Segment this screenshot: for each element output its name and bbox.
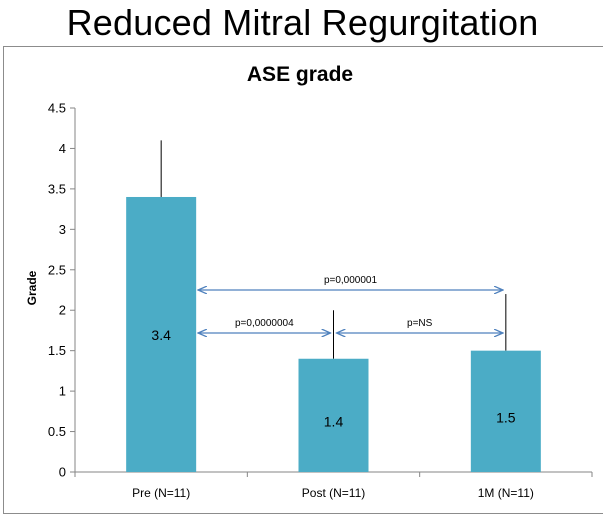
error-bars (160, 140, 507, 359)
p-value-label: p=0,0000004 (235, 318, 294, 329)
bar (126, 196, 197, 472)
y-tick-label: 2 (59, 303, 66, 318)
y-tick-label: 3 (59, 222, 66, 237)
y-tick-label: 2.5 (48, 262, 66, 277)
bar (470, 350, 541, 472)
p-value-label: p=NS (407, 318, 433, 329)
x-tick-label: Post (N=11) (302, 486, 365, 500)
p-value-label: p=0,000001 (324, 275, 378, 286)
y-axis-label: Grade (25, 270, 39, 305)
data-label: 1.4 (324, 413, 344, 429)
chart-title: ASE grade (247, 63, 353, 86)
y-tick-label: 1.5 (48, 343, 66, 358)
y-tick-label: 4 (59, 141, 66, 156)
page-title: Reduced Mitral Regurgitation (66, 2, 539, 43)
y-ticks: 0 0.5 1 1.5 2 2.5 3 3.5 4 4.5 (48, 101, 75, 480)
y-tick-label: 4.5 (48, 101, 66, 116)
chart-frame (3, 46, 603, 514)
x-ticks: Pre (N=11) Post (N=11) 1M (N=11) (74, 472, 593, 500)
x-tick-label: 1M (N=11) (478, 486, 534, 500)
y-tick-label: 3.5 (48, 181, 66, 196)
data-label: 3.4 (151, 327, 171, 343)
bar (298, 358, 369, 472)
y-tick-label: 1 (59, 384, 66, 399)
comparisons: p=0,000001 p=0,0000004 p=NS (198, 275, 503, 333)
value-labels: 3.4 1.4 1.5 (151, 327, 515, 429)
y-tick-label: 0 (59, 465, 66, 480)
data-label: 1.5 (496, 409, 516, 425)
y-tick-label: 0.5 (48, 424, 66, 439)
x-tick-label: Pre (N=11) (132, 486, 190, 500)
bars (126, 196, 541, 472)
